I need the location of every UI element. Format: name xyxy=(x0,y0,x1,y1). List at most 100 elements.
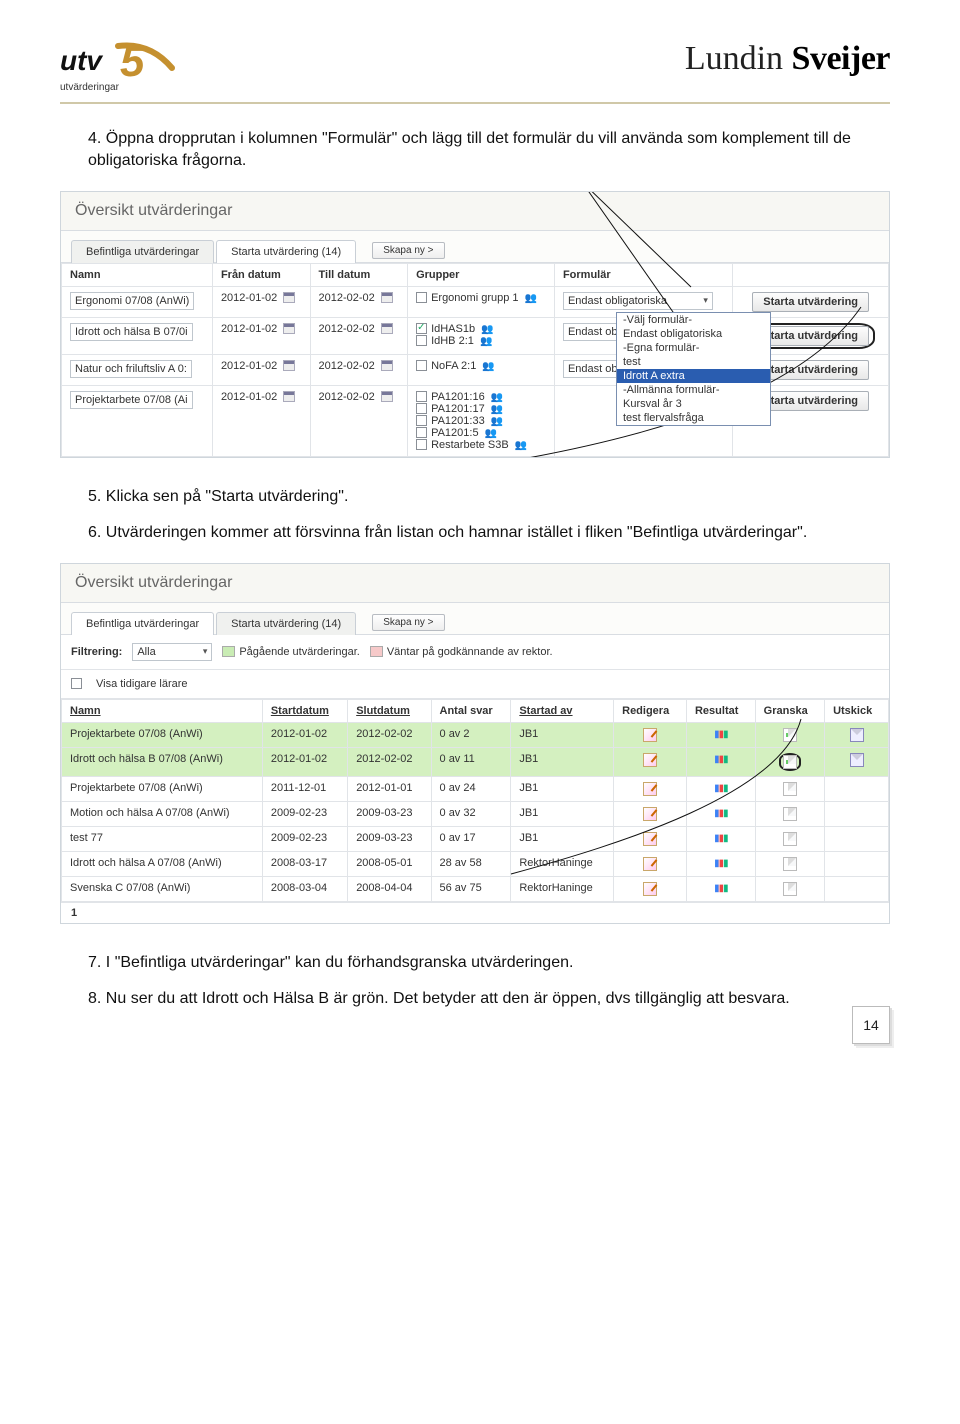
chart-icon[interactable] xyxy=(714,753,728,767)
till-datum[interactable]: 2012-02-02 xyxy=(319,323,375,335)
calendar-icon[interactable] xyxy=(381,391,393,402)
startad-av-cell: JB1 xyxy=(511,747,614,776)
dropdown-item[interactable]: Idrott A extra xyxy=(617,369,770,383)
tab-befintliga-2[interactable]: Befintliga utvärderingar xyxy=(71,612,214,635)
chart-icon[interactable] xyxy=(714,882,728,896)
circled-annotation xyxy=(779,753,801,771)
dropdown-item[interactable]: -Allmänna formulär- xyxy=(617,383,770,397)
till-datum[interactable]: 2012-02-02 xyxy=(319,292,375,304)
fran-datum[interactable]: 2012-01-02 xyxy=(221,292,277,304)
namn-input[interactable]: Ergonomi 07/08 (AnWi) xyxy=(70,292,194,310)
group-checkbox[interactable] xyxy=(416,415,427,426)
edit-icon[interactable] xyxy=(643,782,657,796)
dropdown-item[interactable]: test flervalsfråga xyxy=(617,411,770,425)
namn-cell: Projektarbete 07/08 (AnWi) xyxy=(62,776,263,801)
calendar-icon[interactable] xyxy=(283,391,295,402)
startad-av-cell: RektorHaninge xyxy=(511,851,614,876)
svg-text:utvärderingar: utvärderingar xyxy=(60,82,120,93)
namn-input[interactable]: Projektarbete 07/08 (Ai xyxy=(70,391,193,409)
namn-input[interactable]: Natur och friluftsliv A 0: xyxy=(70,360,192,378)
group-checkbox[interactable] xyxy=(416,403,427,414)
group-label: PA1201:17 xyxy=(431,403,485,415)
group-icon xyxy=(485,427,497,438)
group-checkbox[interactable] xyxy=(416,360,427,371)
fran-datum[interactable]: 2012-01-02 xyxy=(221,323,277,335)
formular-dropdown-panel[interactable]: -Välj formulär-Endast obligatoriska-Egna… xyxy=(616,312,771,426)
formular-select[interactable]: Endast obligatoriska▾ xyxy=(563,292,713,310)
step-8: Nu ser du att Idrott och Hälsa B är grön… xyxy=(88,988,890,1010)
document-icon[interactable] xyxy=(783,832,797,846)
document-icon[interactable] xyxy=(783,857,797,871)
group-checkbox[interactable] xyxy=(416,323,427,334)
calendar-icon[interactable] xyxy=(381,292,393,303)
edit-icon[interactable] xyxy=(643,728,657,742)
chart-icon[interactable] xyxy=(714,782,728,796)
table-row: Svenska C 07/08 (AnWi)2008-03-042008-04-… xyxy=(62,876,889,901)
slut-cell: 2012-02-02 xyxy=(348,722,431,747)
col2-resultat: Resultat xyxy=(686,699,755,722)
calendar-icon[interactable] xyxy=(283,292,295,303)
filter-select[interactable]: Alla▾ xyxy=(132,643,212,661)
chart-icon[interactable] xyxy=(714,728,728,742)
visa-tidigare-checkbox[interactable] xyxy=(71,678,82,689)
document-icon[interactable] xyxy=(783,728,797,742)
group-label: IdHAS1b xyxy=(431,323,475,335)
edit-icon[interactable] xyxy=(643,882,657,896)
edit-icon[interactable] xyxy=(643,753,657,767)
chart-icon[interactable] xyxy=(714,807,728,821)
tab-starta-2[interactable]: Starta utvärdering (14) xyxy=(216,612,356,635)
dropdown-item[interactable]: test xyxy=(617,355,770,369)
startad-av-cell: JB1 xyxy=(511,776,614,801)
edit-icon[interactable] xyxy=(643,807,657,821)
group-checkbox[interactable] xyxy=(416,391,427,402)
calendar-icon[interactable] xyxy=(283,323,295,334)
group-checkbox[interactable] xyxy=(416,335,427,346)
tab-starta[interactable]: Starta utvärdering (14) xyxy=(216,240,356,263)
document-icon[interactable] xyxy=(783,755,797,769)
starta-utvardering-button[interactable]: Starta utvärdering xyxy=(752,292,869,312)
calendar-icon[interactable] xyxy=(381,360,393,371)
skapa-ny-button-2[interactable]: Skapa ny > xyxy=(372,614,444,631)
dropdown-item[interactable]: -Egna formulär- xyxy=(617,341,770,355)
edit-icon[interactable] xyxy=(643,832,657,846)
table-row: Projektarbete 07/08 (AnWi)2012-01-022012… xyxy=(62,722,889,747)
fran-datum[interactable]: 2012-01-02 xyxy=(221,360,277,372)
calendar-icon[interactable] xyxy=(283,360,295,371)
till-datum[interactable]: 2012-02-02 xyxy=(319,360,375,372)
document-icon[interactable] xyxy=(783,807,797,821)
edit-icon[interactable] xyxy=(643,857,657,871)
ss2-table: Namn Startdatum Slutdatum Antal svar Sta… xyxy=(61,699,889,902)
ss2-tabs: Befintliga utvärderingar Starta utvärder… xyxy=(61,603,889,635)
antal-cell: 0 av 2 xyxy=(431,722,511,747)
table-row: Idrott och hälsa A 07/08 (AnWi)2008-03-1… xyxy=(62,851,889,876)
group-checkbox[interactable] xyxy=(416,439,427,450)
dropdown-item[interactable]: Kursval år 3 xyxy=(617,397,770,411)
namn-cell: Svenska C 07/08 (AnWi) xyxy=(62,876,263,901)
table-row: Idrott och hälsa B 07/08 (AnWi)2012-01-0… xyxy=(62,747,889,776)
chart-icon[interactable] xyxy=(714,857,728,871)
mail-icon[interactable] xyxy=(850,753,864,767)
group-checkbox[interactable] xyxy=(416,292,427,303)
tab-befintliga[interactable]: Befintliga utvärderingar xyxy=(71,240,214,263)
fran-datum[interactable]: 2012-01-02 xyxy=(221,391,277,403)
screenshot-starta-utvardering: Översikt utvärderingar Befintliga utvärd… xyxy=(60,191,890,458)
calendar-icon[interactable] xyxy=(381,323,393,334)
dropdown-item[interactable]: Endast obligatoriska xyxy=(617,327,770,341)
mail-icon[interactable] xyxy=(850,728,864,742)
till-datum[interactable]: 2012-02-02 xyxy=(319,391,375,403)
document-icon[interactable] xyxy=(783,882,797,896)
antal-cell: 0 av 32 xyxy=(431,801,511,826)
namn-input[interactable]: Idrott och hälsa B 07/0i xyxy=(70,323,193,341)
start-cell: 2012-01-02 xyxy=(262,747,347,776)
chart-icon[interactable] xyxy=(714,832,728,846)
namn-cell: Idrott och hälsa B 07/08 (AnWi) xyxy=(62,747,263,776)
step-7: I "Befintliga utvärderingar" kan du förh… xyxy=(88,952,890,974)
skapa-ny-button[interactable]: Skapa ny > xyxy=(372,242,444,259)
startad-av-cell: JB1 xyxy=(511,722,614,747)
group-icon xyxy=(480,335,492,346)
group-checkbox[interactable] xyxy=(416,427,427,438)
pager-1[interactable]: 1 xyxy=(71,907,77,919)
dropdown-item[interactable]: -Välj formulär- xyxy=(617,313,770,327)
document-icon[interactable] xyxy=(783,782,797,796)
screenshot-befintliga: Översikt utvärderingar Befintliga utvärd… xyxy=(60,563,890,924)
